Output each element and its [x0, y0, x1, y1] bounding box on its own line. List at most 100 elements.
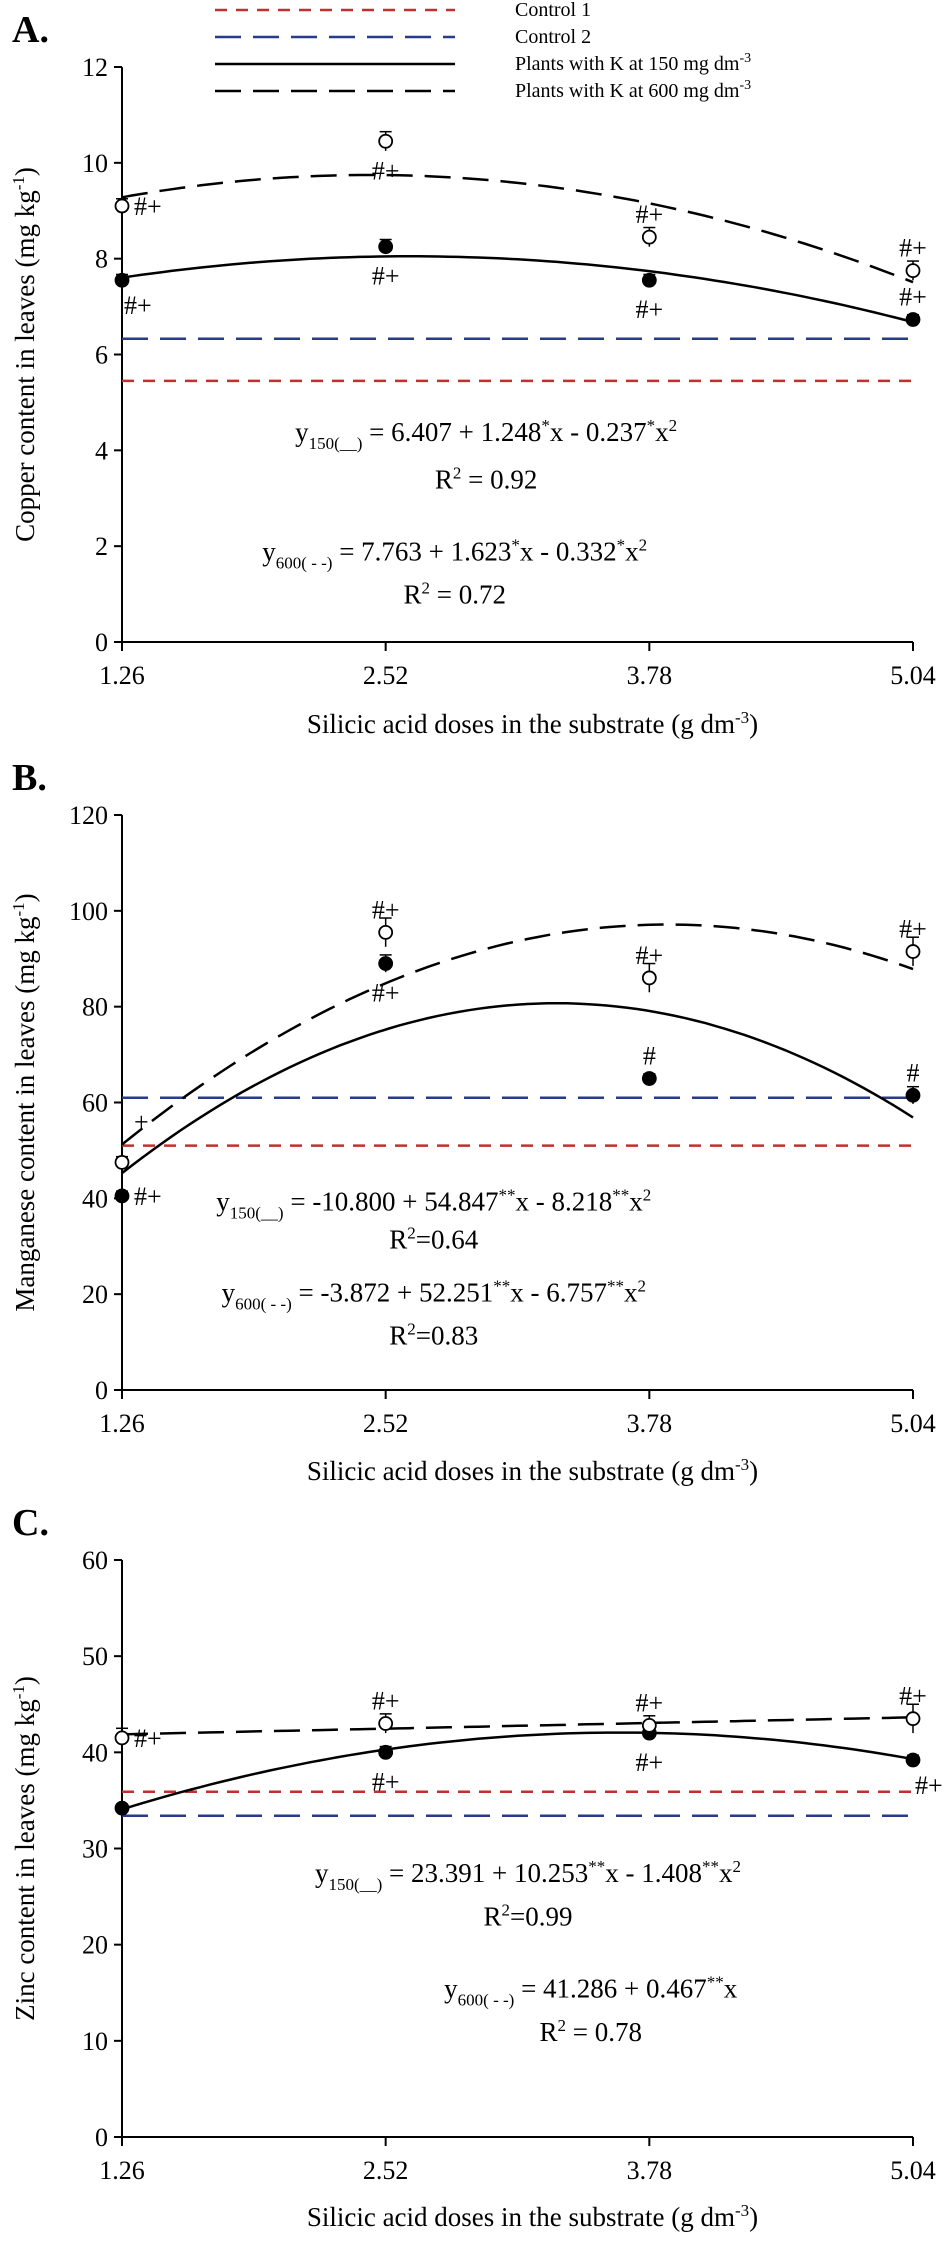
data-point-600 — [378, 133, 394, 149]
significance-label: + — [134, 1108, 149, 1137]
r-squared: R2=0.99 — [483, 1900, 572, 1931]
significance-label: #+ — [134, 192, 162, 221]
y-tick-label: 120 — [69, 801, 108, 830]
significance-label: #+ — [915, 1771, 943, 1800]
data-point-150 — [378, 239, 394, 255]
fit-curve-600 — [121, 173, 914, 284]
legend-item: Control 1 — [215, 0, 591, 21]
y-axis-title: Zinc content in leaves (mg kg-1) — [9, 1676, 40, 2021]
y-tick-label: 6 — [95, 341, 108, 370]
data-point-150 — [905, 1752, 921, 1768]
data-point-150 — [641, 1071, 657, 1086]
legend-label: Plants with K at 600 mg dm-3 — [515, 78, 751, 102]
y-axis-title: Manganese content in leaves (mg kg-1) — [9, 893, 40, 1311]
y-tick-label: 4 — [95, 436, 108, 465]
x-tick-label: 2.52 — [363, 2156, 409, 2185]
data-point-600 — [905, 944, 921, 959]
data-point-600 — [905, 263, 921, 279]
data-point-600 — [641, 229, 657, 245]
x-axis-title: Silicic acid doses in the substrate (g d… — [307, 2201, 758, 2232]
y-tick-label: 8 — [95, 245, 108, 274]
significance-label: #+ — [372, 262, 400, 291]
y-tick-label: 40 — [82, 1184, 108, 1213]
y-tick-label: 60 — [82, 1546, 108, 1575]
regression-equation: y600( - -) = 7.763 + 1.623*x - 0.332*x2 — [262, 536, 647, 573]
legend-item: Control 2 — [215, 26, 591, 48]
regression-equation: y600( - -) = -3.872 + 52.251**x - 6.757*… — [222, 1276, 646, 1313]
significance-label: #+ — [372, 979, 400, 1008]
chart-panel: A. 0 2 4 6 8 10 12 1.26 2.52 3.78 5.04 Silicic acid … — [9, 9, 936, 739]
fit-curve-150 — [121, 255, 914, 324]
significance-label: # — [643, 1042, 656, 1071]
significance-label: #+ — [899, 283, 927, 312]
chart-panel: C. 0 10 20 30 40 50 60 1.26 2.52 3.78 5.04 Silicic a… — [9, 1502, 943, 2232]
significance-label: #+ — [635, 1688, 663, 1717]
significance-label: #+ — [635, 295, 663, 324]
data-point-150 — [114, 1188, 130, 1204]
x-axis-title: Silicic acid doses in the substrate (g d… — [307, 708, 758, 739]
data-point-150 — [114, 1800, 130, 1816]
x-tick-label: 5.04 — [890, 1409, 936, 1438]
data-point-600 — [905, 1711, 921, 1727]
data-point-600 — [114, 198, 130, 214]
panel-label: A. — [12, 9, 49, 51]
data-point-150 — [641, 272, 657, 288]
significance-label: #+ — [372, 1686, 400, 1715]
r-squared: R2 = 0.92 — [435, 464, 537, 495]
data-point-150 — [905, 1087, 921, 1103]
significance-label: #+ — [635, 200, 663, 229]
y-tick-label: 2 — [95, 532, 108, 561]
significance-label: #+ — [124, 291, 152, 320]
significance-label: #+ — [134, 1182, 162, 1211]
x-tick-label: 1.26 — [99, 1409, 145, 1438]
y-tick-label: 60 — [82, 1089, 108, 1118]
y-tick-label: 80 — [82, 993, 108, 1022]
panel-label: B. — [12, 757, 47, 799]
x-tick-label: 1.26 — [99, 661, 145, 690]
regression-equation: y150(__) = -10.800 + 54.847**x - 8.218**… — [216, 1185, 651, 1222]
significance-label: #+ — [372, 156, 400, 185]
y-tick-label: 40 — [82, 1738, 108, 1767]
regression-equation: y150(__) = 23.391 + 10.253**x - 1.408**x… — [315, 1857, 741, 1894]
data-point-600 — [641, 1718, 657, 1733]
data-point-600 — [378, 924, 394, 940]
y-tick-label: 20 — [82, 1280, 108, 1309]
legend: Control 1 Control 2 Plants with K at 150 m… — [215, 0, 751, 102]
data-point-150 — [378, 956, 394, 971]
significance-label: #+ — [899, 915, 927, 944]
fit-curve-150 — [121, 1002, 914, 1175]
y-tick-label: 20 — [82, 1931, 108, 1960]
y-tick-label: 0 — [95, 2123, 108, 2152]
chart-panels: A. 0 2 4 6 8 10 12 1.26 2.52 3.78 5.04 Silicic acid … — [9, 9, 943, 2232]
y-axis-title: Copper content in leaves (mg kg-1) — [9, 167, 40, 542]
regression-equation: y150(__) = 6.407 + 1.248*x - 0.237*x2 — [295, 416, 677, 453]
fit-curve-600 — [121, 1716, 914, 1736]
significance-label: #+ — [899, 234, 927, 263]
data-point-600 — [378, 1716, 394, 1731]
fit-curve-150 — [121, 1731, 914, 1811]
legend-label: Control 1 — [515, 0, 591, 21]
x-axis-title: Silicic acid doses in the substrate (g d… — [307, 1455, 758, 1486]
x-tick-label: 3.78 — [627, 2156, 673, 2185]
y-tick-label: 100 — [69, 897, 108, 926]
x-tick-label: 3.78 — [627, 661, 673, 690]
y-tick-label: 12 — [82, 53, 108, 82]
data-point-150 — [905, 312, 921, 327]
significance-label: # — [907, 1058, 920, 1087]
x-tick-label: 2.52 — [363, 1409, 409, 1438]
x-tick-label: 5.04 — [890, 2156, 936, 2185]
fit-curve-600 — [121, 923, 914, 1146]
x-tick-label: 1.26 — [99, 2156, 145, 2185]
data-point-600 — [641, 970, 657, 986]
significance-label: #+ — [635, 941, 663, 970]
x-tick-label: 3.78 — [627, 1409, 673, 1438]
significance-label: #+ — [372, 895, 400, 924]
data-point-150 — [378, 1744, 394, 1760]
y-tick-label: 0 — [95, 628, 108, 657]
significance-label: #+ — [372, 1767, 400, 1796]
significance-label: #+ — [134, 1724, 162, 1753]
data-point-600 — [114, 1730, 130, 1746]
legend-item: Plants with K at 600 mg dm-3 — [215, 78, 751, 102]
r-squared: R2 = 0.78 — [539, 2016, 642, 2047]
